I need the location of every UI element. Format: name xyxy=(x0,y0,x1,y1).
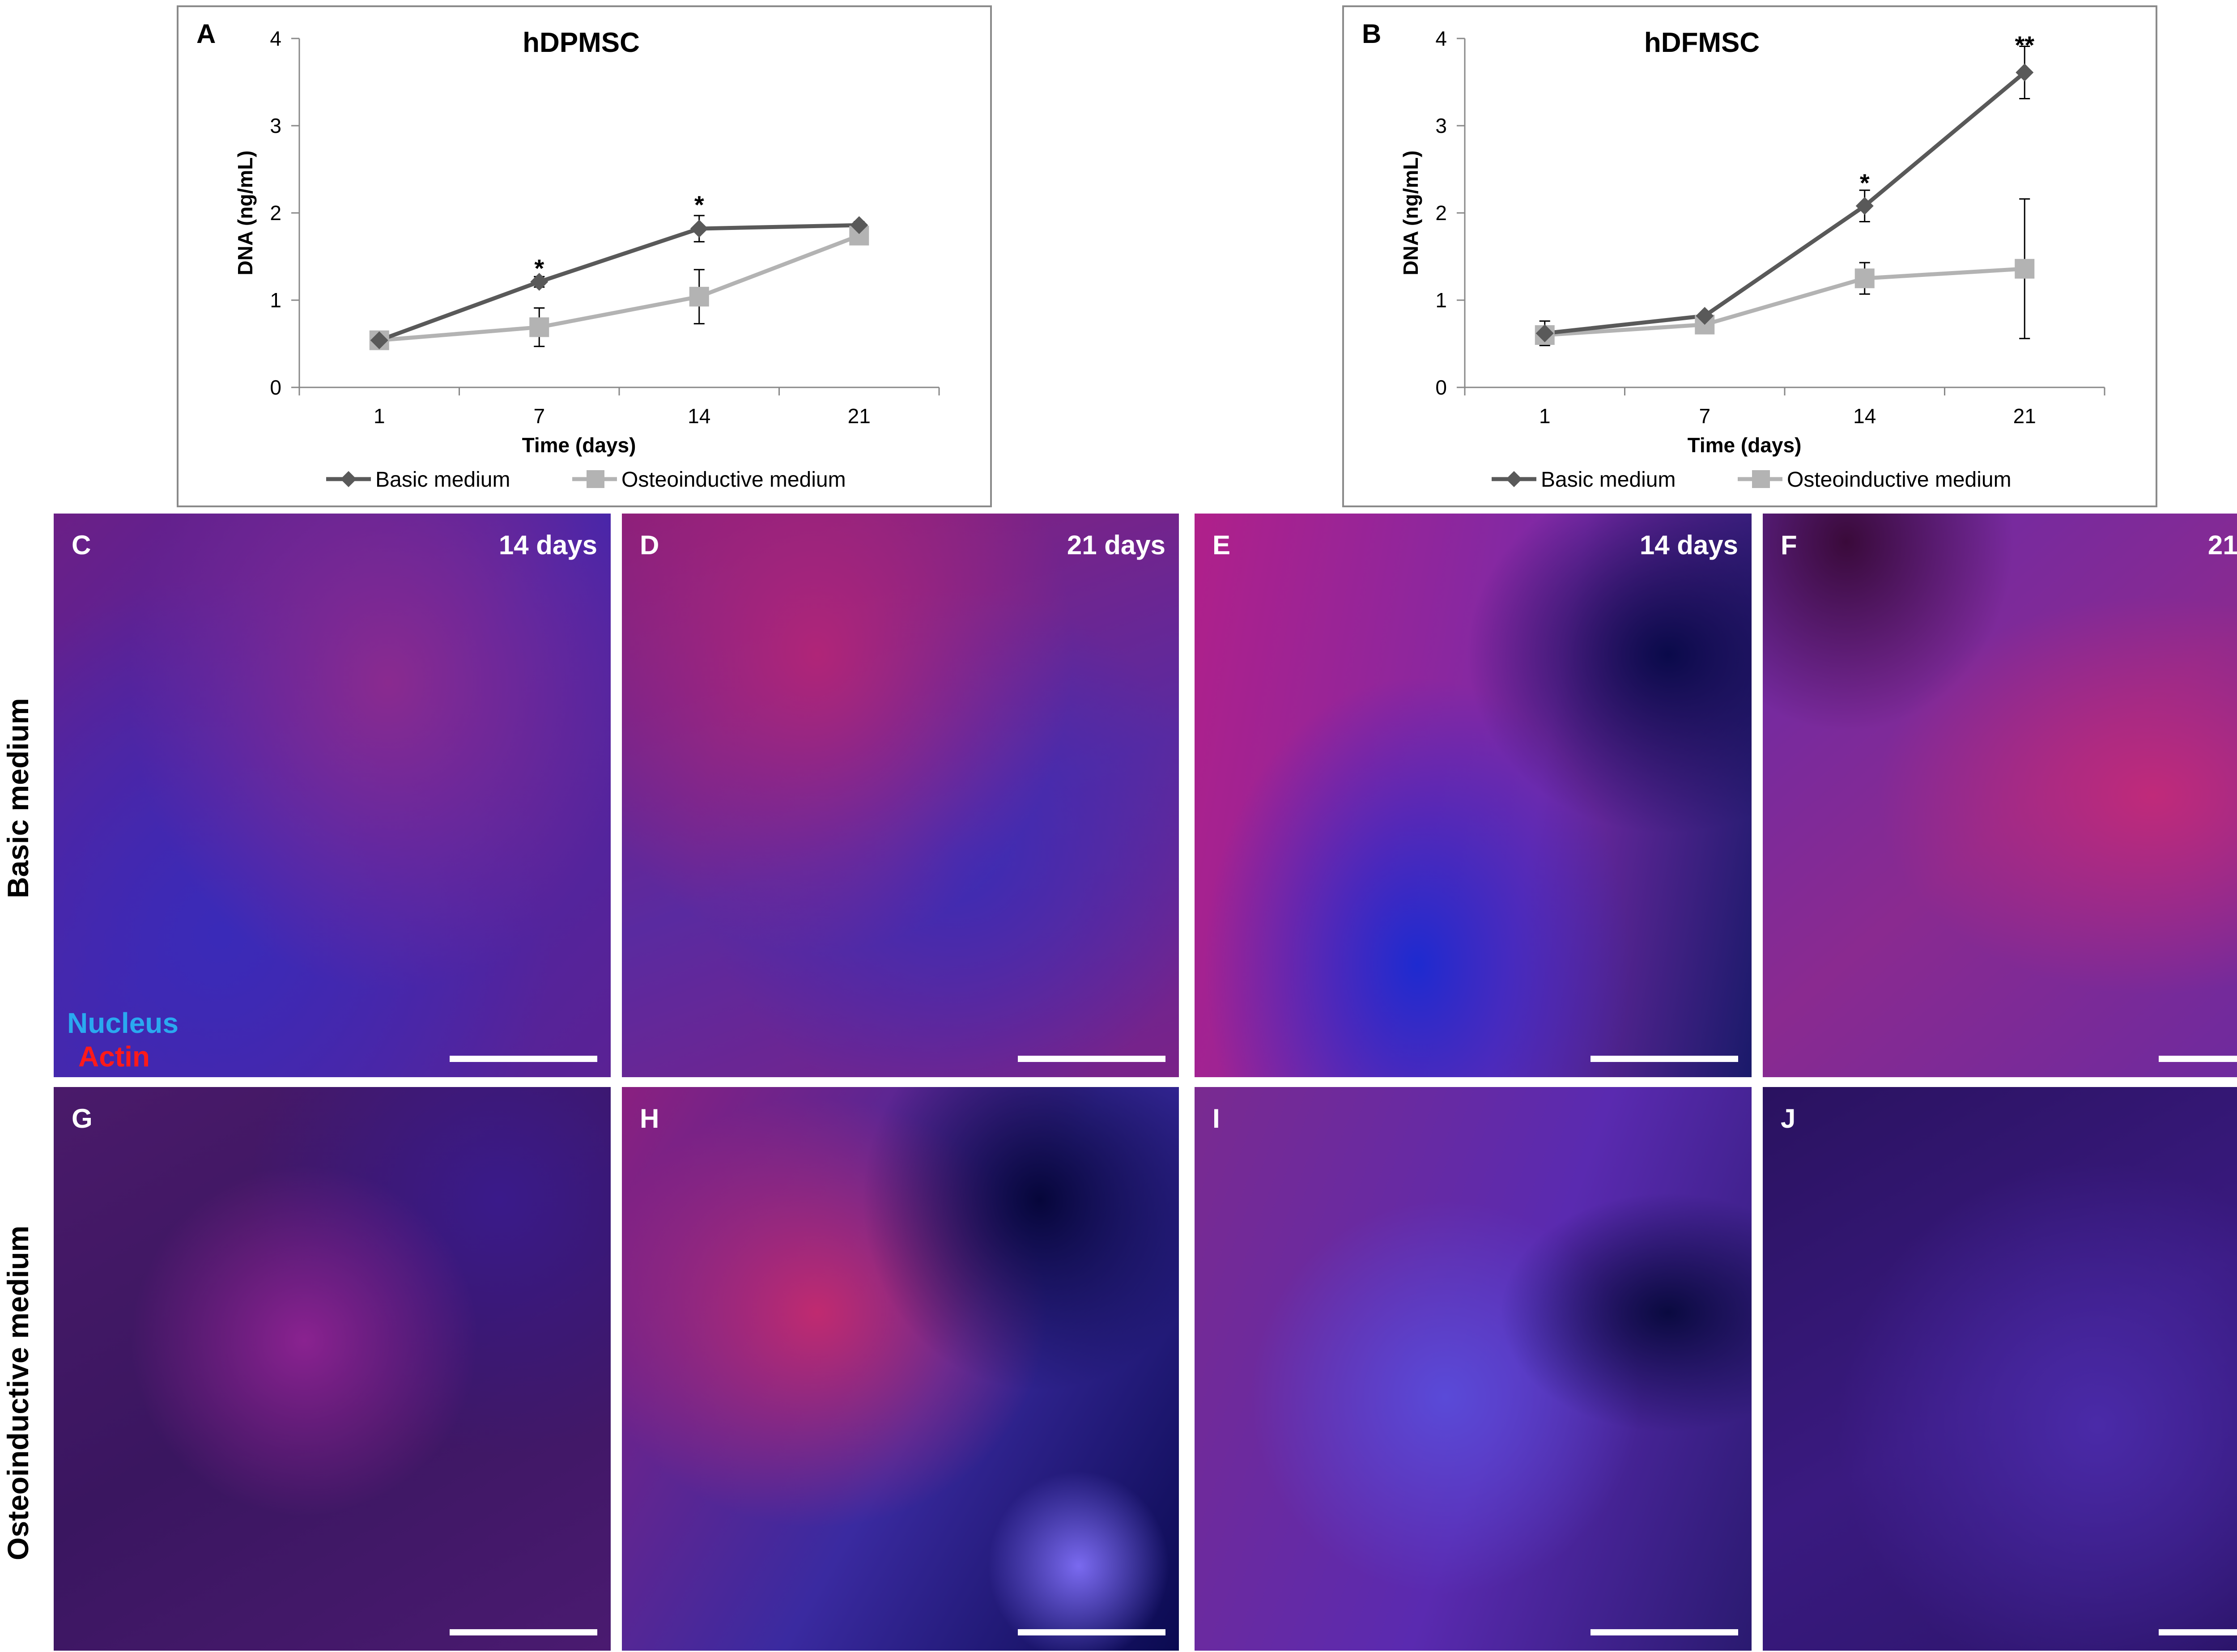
significance-marker: * xyxy=(694,191,704,219)
panel-letter-h: H xyxy=(640,1104,659,1134)
panel-letter: B xyxy=(1362,19,1381,49)
data-point-basic xyxy=(690,220,708,238)
series-line-basic xyxy=(1544,71,2026,335)
x-tick-label: 7 xyxy=(1699,404,1710,428)
data-point-basic xyxy=(2016,64,2034,82)
legend-marker-osteoinductive xyxy=(587,470,604,488)
panel-letter-i: I xyxy=(1212,1104,1220,1134)
y-tick-label: 1 xyxy=(1435,289,1447,312)
data-point-osteoinductive xyxy=(689,287,709,307)
data-point-basic xyxy=(530,273,549,291)
data-point-basic xyxy=(850,216,868,234)
row-label-basic-medium: Basic medium xyxy=(1,698,34,899)
x-axis-label: Time (days) xyxy=(1688,433,1802,457)
panel-letter-f: F xyxy=(1781,530,1797,560)
y-tick-label: 4 xyxy=(270,27,281,50)
scale-bar xyxy=(1591,1056,1738,1062)
scale-bar xyxy=(1018,1056,1165,1062)
legend-label-basic: Basic medium xyxy=(375,468,510,492)
panel-days-d: 21 days xyxy=(1067,530,1165,560)
legend-label-osteoinductive: Osteoinductive medium xyxy=(1787,468,2012,492)
significance-marker: * xyxy=(534,254,544,282)
legend-label-basic: Basic medium xyxy=(1541,468,1676,492)
x-tick-label: 7 xyxy=(533,404,545,428)
data-point-osteoinductive xyxy=(1854,268,1875,289)
y-tick-label: 1 xyxy=(270,289,281,312)
series-line-osteoinductive xyxy=(1544,267,2025,337)
panel-days-e: 14 days xyxy=(1639,530,1738,560)
micrograph-h: H xyxy=(622,1087,1179,1651)
series-line-basic xyxy=(379,223,859,342)
stain-label-nucleus: Nucleus xyxy=(67,1007,179,1039)
micrograph-g: G xyxy=(54,1087,611,1651)
panel-letter-j: J xyxy=(1781,1104,1796,1134)
y-tick-label: 3 xyxy=(270,114,281,137)
micrograph-c: C 14 days xyxy=(54,514,611,1077)
data-point-basic xyxy=(1535,324,1554,343)
y-tick-label: 3 xyxy=(1435,114,1447,137)
scale-bar xyxy=(450,1629,597,1635)
data-point-basic xyxy=(1696,307,1714,325)
y-tick-label: 2 xyxy=(270,201,281,225)
y-tick-label: 0 xyxy=(270,376,281,399)
micrograph-image xyxy=(1763,514,2237,1077)
series-line-osteoinductive xyxy=(379,234,860,343)
micrograph-e: E 14 days xyxy=(1195,514,1752,1077)
micrograph-image xyxy=(1195,1087,1752,1651)
scale-bar xyxy=(2159,1629,2237,1635)
legend-marker-osteoinductive xyxy=(1752,470,1770,488)
panel-days-c: 14 days xyxy=(498,530,597,560)
x-tick-label: 14 xyxy=(688,404,710,428)
data-point-basic xyxy=(1855,197,1874,215)
micrograph-image xyxy=(1195,514,1752,1077)
scale-bar xyxy=(1018,1629,1165,1635)
scale-bar xyxy=(1591,1629,1738,1635)
micrograph-image xyxy=(54,1087,611,1651)
stain-label-actin: Actin xyxy=(78,1040,150,1073)
micrograph-image xyxy=(622,514,1179,1077)
chart-title: hDFMSC xyxy=(1644,27,1760,58)
significance-marker: ** xyxy=(2015,31,2034,59)
legend-marker-basic xyxy=(340,471,357,487)
panel-letter-d: D xyxy=(640,530,659,560)
x-tick-label: 21 xyxy=(848,404,871,428)
micrograph-j: J xyxy=(1763,1087,2237,1651)
data-point-osteoinductive xyxy=(2015,259,2035,279)
x-axis-label: Time (days) xyxy=(522,433,636,457)
y-tick-label: 0 xyxy=(1435,376,1447,399)
panel-letter-e: E xyxy=(1212,530,1231,560)
panel-letter: A xyxy=(196,19,216,49)
y-tick-label: 2 xyxy=(1435,201,1447,225)
legend-label-osteoinductive: Osteoinductive medium xyxy=(621,468,846,492)
micrograph-image xyxy=(1763,1087,2237,1651)
x-tick-label: 14 xyxy=(1853,404,1876,428)
chart-title: hDPMSC xyxy=(523,27,640,58)
significance-marker: * xyxy=(1860,169,1870,197)
x-tick-label: 1 xyxy=(1539,404,1551,428)
micrograph-i: I xyxy=(1195,1087,1752,1651)
legend-marker-basic xyxy=(1506,471,1522,487)
scale-bar xyxy=(450,1056,597,1062)
panel-letter-g: G xyxy=(72,1104,93,1134)
panel-days-f: 21 days xyxy=(2207,530,2237,560)
y-axis-label: DNA (ng/mL) xyxy=(234,150,257,275)
micrograph-d: D 21 days xyxy=(622,514,1179,1077)
row-label-osteoinductive-medium: Osteoinductive medium xyxy=(1,1225,34,1560)
x-tick-label: 21 xyxy=(2013,404,2036,428)
x-tick-label: 1 xyxy=(374,404,385,428)
data-point-basic xyxy=(370,331,388,349)
scale-bar xyxy=(2159,1056,2237,1062)
data-point-osteoinductive xyxy=(529,317,549,337)
panel-letter-c: C xyxy=(72,530,91,560)
y-tick-label: 4 xyxy=(1435,27,1447,50)
micrograph-image xyxy=(622,1087,1179,1651)
micrograph-f: F 21 days xyxy=(1763,514,2237,1077)
micrograph-image xyxy=(54,514,611,1077)
y-axis-label: DNA (ng/mL) xyxy=(1399,150,1422,275)
